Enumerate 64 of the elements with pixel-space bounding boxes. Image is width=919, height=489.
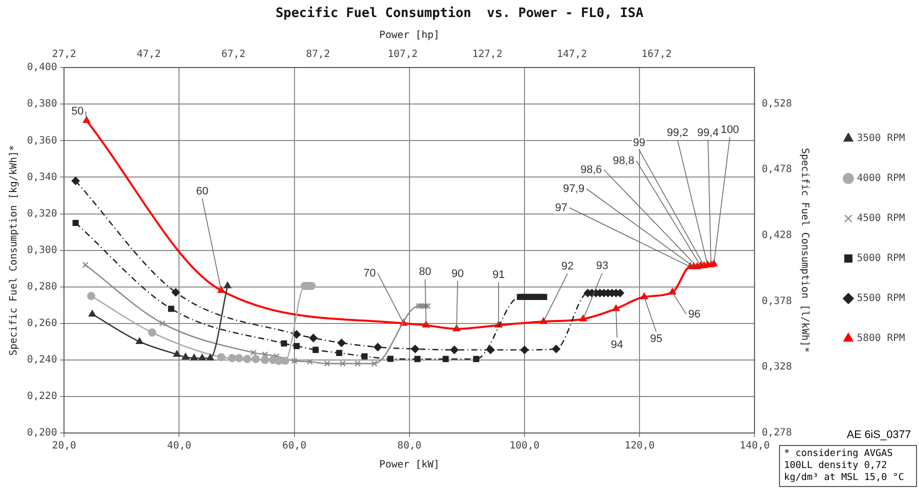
x2-tick-label: 147,2 (556, 49, 587, 60)
x2-tick-label: 87,2 (306, 49, 330, 60)
annotation: 94 (610, 338, 624, 351)
annotation: 98,8 (612, 154, 634, 167)
y-tick-label: 0,300 (26, 244, 58, 256)
x-tick-label: 20,0 (52, 440, 76, 452)
annotation: 91 (492, 269, 505, 282)
annotation: 98,6 (580, 164, 602, 176)
y2-tick-label: 0,428 (762, 230, 792, 241)
x2-tick-label: 67,2 (221, 49, 246, 60)
annotation: 80 (418, 266, 432, 278)
y-tick-label: 0,340 (26, 172, 58, 183)
annotation: 100 (720, 124, 740, 136)
x2-axis-title: Power [hp] (379, 30, 440, 42)
legend-label: 5000 RPM (856, 253, 906, 264)
y2-tick-label: 0,328 (762, 362, 792, 373)
x2-tick-label: 167,2 (642, 49, 672, 60)
y-tick-label: 0,280 (26, 281, 58, 292)
y-tick-label: 0,220 (26, 391, 58, 402)
x-tick-label: 80,0 (397, 440, 422, 452)
annotation: 92 (561, 260, 574, 273)
y-tick-label: 0,240 (26, 354, 58, 366)
x2-tick-label: 107,2 (388, 49, 418, 60)
annotation: 70 (364, 267, 376, 280)
x-tick-label: 40,0 (167, 440, 192, 452)
legend-label: 3500 RPM (856, 133, 906, 144)
x-tick-label: 120,0 (624, 440, 655, 452)
x2-tick-label: 127,2 (472, 49, 502, 60)
annotation: 99,4 (697, 126, 719, 139)
annotation: 97 (555, 202, 568, 214)
x-axis-title: Power [kW] (379, 460, 440, 471)
y2-axis-title: Specific Fuel Consumption [l/kWh]* (799, 148, 810, 353)
x2-tick-label: 47,2 (136, 49, 161, 60)
annotation: 50 (71, 106, 84, 118)
y-axis-title: Specific Fuel Consumption [kg/kWh]* (8, 144, 20, 356)
x-tick-label: 60,0 (282, 440, 306, 452)
annotation: 60 (196, 186, 208, 198)
chart-title: Specific Fuel Consumption vs. Power - FL0, ISA (276, 6, 644, 22)
legend-label: 4000 RPM (856, 173, 906, 184)
annotation: 99,2 (666, 126, 688, 139)
annotation: 96 (688, 308, 701, 320)
y-tick-label: 0,400 (26, 62, 58, 74)
x-tick-label: 100,0 (509, 440, 540, 452)
annotation: 97,9 (563, 182, 584, 195)
y2-tick-label: 0,378 (762, 296, 792, 307)
legend-label: 4500 RPM (856, 213, 906, 224)
y2-tick-label: 0,478 (762, 164, 792, 176)
x2-tick-label: 27,2 (52, 49, 76, 60)
text: AE 6iS_0377 (846, 429, 911, 441)
legend-label: 5500 RPM (856, 293, 906, 304)
y-tick-label: 0,360 (26, 135, 58, 146)
y2-tick-label: 0,278 (762, 427, 792, 438)
annotation: 90 (451, 268, 464, 280)
y-tick-label: 0,200 (26, 428, 58, 439)
annotation: 95 (650, 332, 662, 345)
legend-label: 5800 RPM (856, 333, 906, 344)
annotation: 93 (596, 260, 608, 272)
y-tick-label: 0,260 (26, 318, 58, 329)
text: * considering AVGAS 100LL density 0,72 kg/dm³ at MSL 15,0 °C (779, 445, 917, 487)
y-tick-label: 0,320 (26, 208, 58, 220)
annotation: 99 (632, 136, 646, 149)
y-tick-label: 0,380 (26, 98, 58, 110)
y2-tick-label: 0,528 (762, 98, 792, 110)
x-tick-label: 140,0 (740, 440, 770, 452)
